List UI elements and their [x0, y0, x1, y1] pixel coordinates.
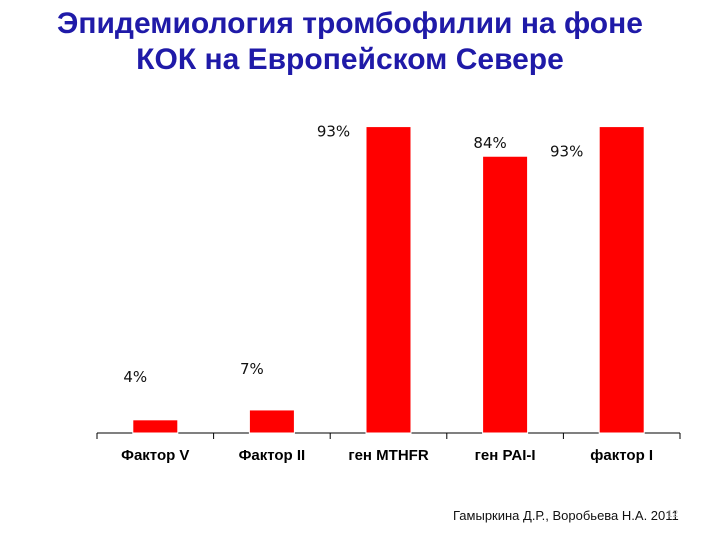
- bar: [248, 409, 295, 434]
- data-label: 93%: [317, 123, 350, 141]
- data-label: 93%: [550, 143, 583, 161]
- data-label: 84%: [473, 134, 506, 152]
- title-line-2: КОК на Европейском Севере: [136, 43, 564, 76]
- data-label: 7%: [240, 360, 264, 378]
- slide-number: 12: [667, 509, 679, 520]
- title-line-1: Эпидемиология тромбофилии на фоне: [57, 7, 643, 40]
- category-label: Фактор II: [239, 447, 306, 464]
- slide-title: Эпидемиология тромбофилии на фоне КОК на…: [0, 6, 700, 78]
- category-label: ген MTHFR: [348, 447, 428, 464]
- category-label: Фактор V: [121, 447, 189, 464]
- bar: [482, 155, 529, 434]
- bar: [132, 419, 179, 434]
- source-citation: Гамыркина Д.Р., Воробьева Н.А. 2011: [453, 508, 679, 523]
- data-label: 4%: [123, 368, 147, 386]
- bar: [598, 126, 645, 434]
- category-label: фактор I: [590, 447, 653, 464]
- bar: [365, 126, 412, 434]
- category-label: ген PAI-I: [475, 447, 536, 464]
